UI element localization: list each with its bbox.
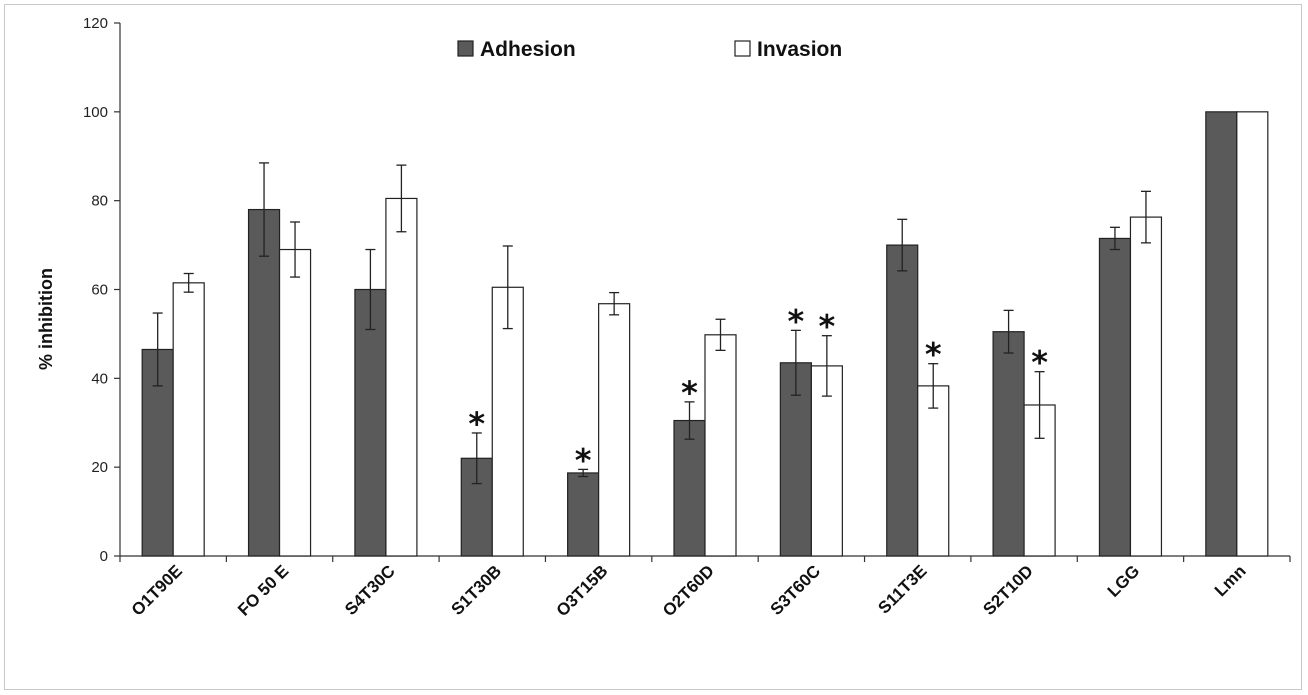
bar-adhesion-9 (1098, 237, 1132, 557)
bar-invasion-2 (385, 197, 418, 557)
bars (141, 111, 1269, 557)
bar-adhesion-10 (1205, 111, 1238, 557)
bar-invasion-10 (1236, 111, 1269, 557)
y-tick-label: 60 (91, 282, 108, 299)
bar-invasion-9 (1129, 216, 1163, 557)
bar-invasion-5 (704, 334, 737, 557)
significance-marker: * (468, 405, 485, 443)
category-label: Lmn (1211, 561, 1250, 600)
significance-marker: * (681, 374, 698, 412)
category-label: LGG (1104, 561, 1143, 600)
significance-marker: * (925, 336, 942, 374)
bar-adhesion-7 (886, 244, 919, 557)
category-label: O1T90E (128, 561, 186, 619)
category-label: S1T30B (448, 561, 506, 619)
y-tick-label: 120 (83, 15, 108, 32)
significance-marker: * (575, 441, 592, 479)
error-bars (152, 162, 1151, 485)
bar-invasion-3 (491, 286, 524, 557)
category-label: O3T15B (553, 561, 612, 620)
bar-invasion-0 (172, 282, 205, 557)
bar-invasion-4 (598, 303, 631, 557)
legend-swatch-invasion (734, 40, 751, 57)
legend-swatch-adhesion (457, 40, 474, 57)
category-label: S3T60C (767, 561, 825, 619)
bar-adhesion-5 (673, 419, 706, 557)
category-labels: O1T90E FO 50 E S4T30C S1T30B O3T15B O2T60D S3T… (128, 561, 1250, 620)
category-label: S4T30C (341, 561, 399, 619)
significance-marker: * (787, 302, 804, 340)
bar-invasion-7 (917, 385, 950, 557)
bar-adhesion-8 (992, 331, 1025, 557)
y-tick-label: 100 (83, 104, 108, 121)
y-tick-label: 0 (100, 548, 108, 565)
y-tick-label: 20 (91, 459, 108, 476)
legend-label-invasion: Invasion (757, 38, 842, 61)
y-tick-label: 80 (91, 193, 108, 210)
chart-frame (4, 4, 1302, 690)
y-axis-label: % inhibition (36, 268, 56, 370)
category-label: O2T60D (659, 561, 718, 620)
bar-invasion-1 (278, 248, 312, 557)
category-label: S2T10D (979, 561, 1037, 619)
y-axis: 0 20 40 60 80 100 120 (83, 15, 121, 565)
significance-marker: * (818, 308, 835, 346)
bar-adhesion-4 (567, 472, 600, 557)
bar-invasion-6 (810, 365, 843, 557)
y-tick-label: 40 (91, 370, 108, 387)
significance-marker: * (1031, 344, 1048, 382)
legend-label-adhesion: Adhesion (480, 38, 576, 61)
significance-markers: * * * * * * * (468, 302, 1048, 479)
bar-adhesion-1 (247, 208, 281, 557)
category-label: S11T3E (874, 561, 930, 617)
category-label: FO 50 E (234, 561, 292, 619)
legend: Adhesion Invasion (457, 38, 842, 61)
x-axis (119, 555, 1291, 562)
